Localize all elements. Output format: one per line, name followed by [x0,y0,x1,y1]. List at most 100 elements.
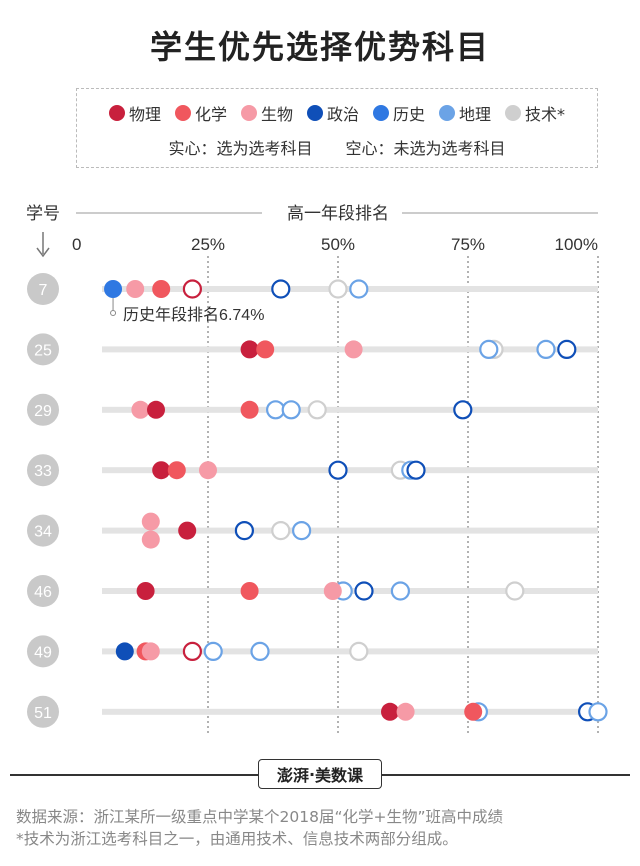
legend-item: 技术* [505,101,565,125]
data-point-hollow [271,279,291,299]
legend-label: 技术* [525,105,566,124]
data-point-hollow [281,400,301,420]
data-point-hollow [479,339,499,359]
row-track [102,708,598,715]
data-point-solid [147,400,165,419]
data-point-solid [141,642,160,661]
data-point-hollow [328,460,348,480]
data-point-solid [152,461,171,480]
data-point-solid [178,521,197,540]
data-point-solid [381,702,399,721]
data-point-solid [141,512,160,531]
data-point-solid [199,461,217,480]
annotation-marker [110,310,117,316]
legend-notes: 实心：选为选考科目 空心：未选为选考科目 [77,135,597,159]
data-point-solid [464,702,483,721]
legend-hollow-note: 空心：未选为选考科目 [345,139,506,158]
data-point-hollow [307,400,327,420]
data-point-solid [256,340,275,359]
data-point-solid [240,340,259,359]
footer: 数据来源：浙江某所一级重点中学某个2018届“化学+生物”班高中成绩 *技术为浙… [16,806,503,850]
data-point-hollow [406,460,426,480]
student-id-badge [27,273,59,305]
data-point-solid [136,582,155,600]
legend-swatch [306,105,323,121]
legend-label: 政治 [326,105,359,124]
data-point-solid [126,280,145,298]
data-point-hollow [182,641,202,661]
student-id-badge [27,514,59,547]
legend-swatch [108,105,125,121]
student-id-label: 34 [34,524,52,541]
legend-item: 化学 [174,101,227,125]
student-id-badge [27,393,59,426]
legend: 物理 化学 生物 政治 历史 地理 技术* 实心：选为选考科目 空心：未选为选考科目 [76,88,598,168]
data-point-hollow [292,521,312,541]
student-id-label: 29 [34,403,52,420]
data-point-solid [167,461,186,480]
brand-logo: 澎湃 · 美数课 [258,759,382,789]
data-point-hollow [250,641,270,661]
footer-source: 数据来源：浙江某所一级重点中学某个2018届“化学+生物”班高中成绩 [16,808,503,826]
data-point-solid [141,530,160,549]
data-point-solid [104,280,123,298]
student-id-badge [27,333,59,366]
x-tick-label: 75% [451,235,485,254]
legend-solid-note: 实心：选为选考科目 [168,139,313,158]
data-point-hollow [271,521,291,541]
student-id-badge [27,454,59,487]
x-tick-label: 25% [191,235,225,254]
data-point-hollow [390,581,410,601]
annotation-text: 历史年段排名6.74% [123,306,264,324]
data-point-solid [152,280,171,298]
legend-item: 生物 [240,101,293,125]
legend-label: 化学 [194,105,227,124]
data-point-hollow [453,400,473,420]
x-axis-label: 高一年段排名 [287,204,389,223]
legend-item: 政治 [306,101,359,125]
data-point-solid [240,400,259,419]
legend-swatch [373,105,389,121]
student-id-label: 51 [34,705,52,722]
student-id-label: 49 [34,644,52,661]
student-id-label: 7 [39,282,48,299]
data-point-solid [323,582,342,600]
data-point-solid [344,340,363,359]
student-id-badge [27,695,59,728]
student-id-badge [27,575,59,607]
data-point-hollow [349,641,369,661]
data-point-hollow [203,641,223,661]
legend-swatch [240,105,257,121]
data-point-solid [396,702,415,721]
data-point-hollow [505,581,525,601]
row-track [102,406,598,413]
legend-label: 地理 [459,105,492,124]
student-id-label: 25 [34,342,52,359]
brand-divider-left [10,774,258,776]
student-id-label: 33 [34,463,52,480]
legend-label: 物理 [128,105,161,124]
dot-chart: 学号 高一年段排名 0 25% 50% 75% 100% 7 25 29 33 34 46 49 51 历史年… [26,204,608,736]
brand-divider-right [382,774,630,776]
x-tick-label: 0 [72,235,81,254]
data-point-hollow [354,581,374,601]
data-point-hollow [182,279,202,299]
row-track [102,467,598,474]
brand-bar: 澎湃 · 美数课 [0,756,640,792]
legend-swatch [505,105,522,121]
legend-label: 历史 [393,105,426,124]
y-axis-label: 学号 [26,204,60,223]
data-point-solid [131,400,150,419]
x-tick-label: 50% [321,235,355,254]
brand-dot: · [308,764,316,784]
data-point-hollow [557,339,577,359]
legend-item: 物理 [108,101,161,125]
data-point-solid [115,642,134,661]
data-point-solid [240,582,259,600]
brand-name: 美数课 [315,766,364,785]
data-point-hollow [536,339,556,359]
chart-title: 学生优先选择优势科目 [149,28,490,66]
data-point-hollow [266,400,286,420]
footer-note: *技术为浙江选考科目之一，由通用技术、信息技术两部分组成。 [16,830,458,848]
legend-label: 生物 [260,105,293,124]
